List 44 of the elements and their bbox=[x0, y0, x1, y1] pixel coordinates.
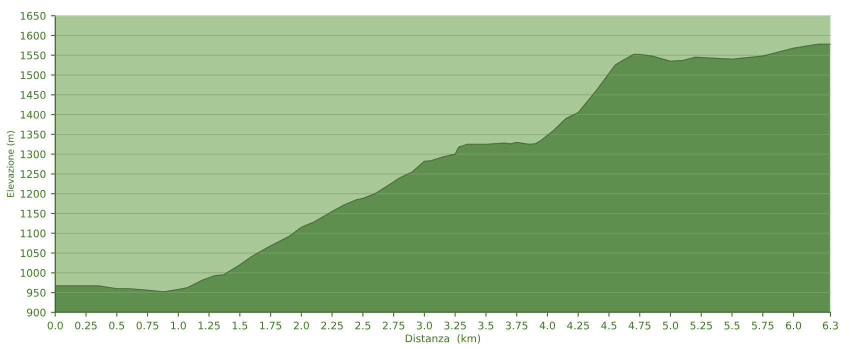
y-axis-title: Elevazione (m) bbox=[6, 131, 15, 197]
y-tick-label: 1000 bbox=[20, 269, 46, 277]
x-tick-label: 1.0 bbox=[171, 322, 186, 330]
y-tick-label: 1450 bbox=[20, 91, 46, 99]
y-tick-label: 1250 bbox=[20, 170, 46, 178]
x-tick-label: 1.5 bbox=[232, 322, 248, 330]
x-tick-label: 3.25 bbox=[444, 322, 466, 330]
y-tick-label: 1550 bbox=[20, 51, 46, 60]
x-tick-label: 5.5 bbox=[724, 322, 740, 330]
x-tick-label: 0.75 bbox=[136, 322, 158, 330]
y-tick-label: 1500 bbox=[20, 71, 46, 80]
x-tick-label: 3.75 bbox=[506, 322, 528, 330]
y-tick-label: 1400 bbox=[20, 110, 46, 119]
y-tick-label: 1150 bbox=[20, 210, 46, 218]
x-tick-label: 0.25 bbox=[75, 322, 97, 330]
y-tick-label: 1100 bbox=[20, 229, 46, 238]
x-tick-label: 5.75 bbox=[752, 322, 774, 330]
x-tick-label: 6.0 bbox=[786, 322, 802, 330]
y-tick-label: 1650 bbox=[20, 12, 46, 20]
x-tick-label: 1.25 bbox=[198, 322, 220, 330]
y-tick-label: 900 bbox=[26, 308, 46, 316]
y-tick-label: 1200 bbox=[20, 190, 46, 198]
x-tick-label: 6.3 bbox=[822, 322, 838, 330]
y-tick-label: 1350 bbox=[20, 130, 46, 138]
y-tick-label: 1050 bbox=[20, 249, 46, 258]
x-tick-label: 3.5 bbox=[478, 322, 494, 330]
x-tick-label: 4.75 bbox=[628, 322, 650, 330]
x-tick-label: 0.0 bbox=[48, 322, 63, 330]
x-tick-label: 1.75 bbox=[260, 322, 282, 330]
x-tick-label: 5.25 bbox=[690, 322, 712, 330]
x-tick-label: 4.25 bbox=[567, 322, 589, 330]
x-tick-label: 3.0 bbox=[416, 322, 432, 330]
x-tick-label: 2.0 bbox=[294, 322, 309, 330]
y-tick-label: 1600 bbox=[20, 32, 46, 40]
x-tick-label: 4.5 bbox=[601, 322, 616, 330]
x-tick-label: 5.0 bbox=[663, 322, 678, 330]
x-tick-label: 2.25 bbox=[321, 322, 343, 330]
x-axis-title: Distanza (km) bbox=[406, 334, 480, 344]
x-tick-label: 2.5 bbox=[355, 322, 370, 330]
y-tick-label: 950 bbox=[26, 288, 46, 297]
y-tick-label: 1300 bbox=[20, 150, 46, 158]
x-tick-label: 2.75 bbox=[382, 322, 404, 330]
x-tick-label: 0.5 bbox=[109, 322, 124, 330]
x-tick-label: 4.0 bbox=[540, 322, 556, 330]
